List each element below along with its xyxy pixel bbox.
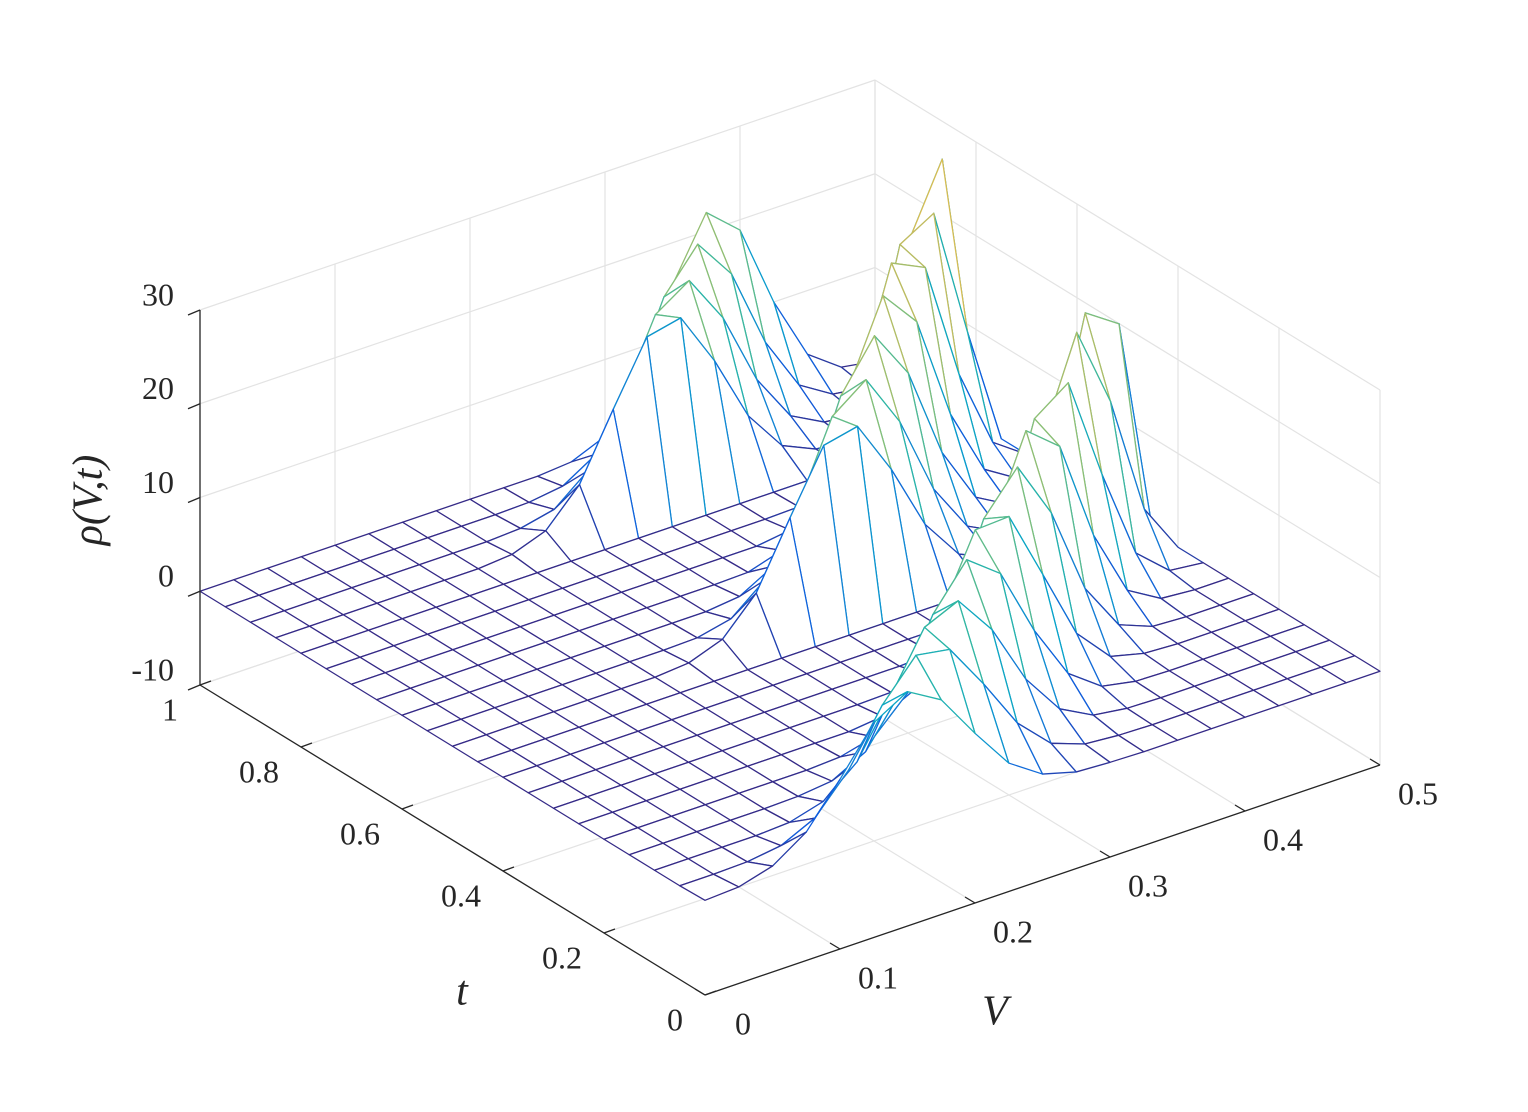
surface <box>199 158 1381 901</box>
z-tick <box>187 684 201 691</box>
y-tick-label: 0.6 <box>340 815 380 851</box>
z-tick <box>187 590 201 597</box>
x-tick <box>829 942 841 950</box>
x-axis-label: V <box>982 989 1012 1035</box>
z-tick-label: 10 <box>142 464 174 500</box>
z-tick <box>187 496 201 504</box>
y-tick-label: 1 <box>162 691 178 727</box>
x-axis <box>704 764 1381 996</box>
y-tick <box>300 742 313 748</box>
y-tick <box>704 990 717 996</box>
z-tick <box>187 403 201 410</box>
x-tick-label: 0 <box>735 1005 751 1041</box>
grid-line <box>874 173 1381 485</box>
x-tick <box>964 896 976 904</box>
y-tick-label: 0 <box>667 1001 683 1037</box>
z-tick-label: -10 <box>131 651 174 687</box>
z-tick-label: 20 <box>142 370 174 406</box>
y-tick <box>401 804 414 810</box>
y-tick <box>502 866 515 872</box>
mesh-cell <box>679 873 740 901</box>
grid-line <box>874 79 1381 391</box>
x-tick <box>1099 850 1111 858</box>
x-tick <box>694 988 706 996</box>
x-tick <box>1234 804 1246 812</box>
y-tick-label: 0.2 <box>542 939 582 975</box>
y-tick-label: 0.8 <box>239 753 279 789</box>
y-axis-label: t <box>456 969 469 1015</box>
grid-line <box>199 173 876 405</box>
z-tick-label: 0 <box>158 558 174 594</box>
x-tick-label: 0.2 <box>993 913 1033 949</box>
x-tick-label: 0.5 <box>1398 775 1438 811</box>
z-tick-label: 30 <box>142 276 174 312</box>
y-tick <box>199 680 212 686</box>
y-axis <box>199 684 706 996</box>
x-tick-label: 0.1 <box>858 959 898 995</box>
x-tick-label: 0.4 <box>1263 821 1303 857</box>
z-tick <box>187 309 201 316</box>
y-tick-label: 0.4 <box>441 877 481 913</box>
grid-line <box>199 79 876 311</box>
x-tick <box>1369 758 1381 766</box>
x-tick-label: 0.3 <box>1128 867 1168 903</box>
y-tick <box>603 928 616 934</box>
z-axis-label: ρ(V,t) <box>66 455 112 548</box>
